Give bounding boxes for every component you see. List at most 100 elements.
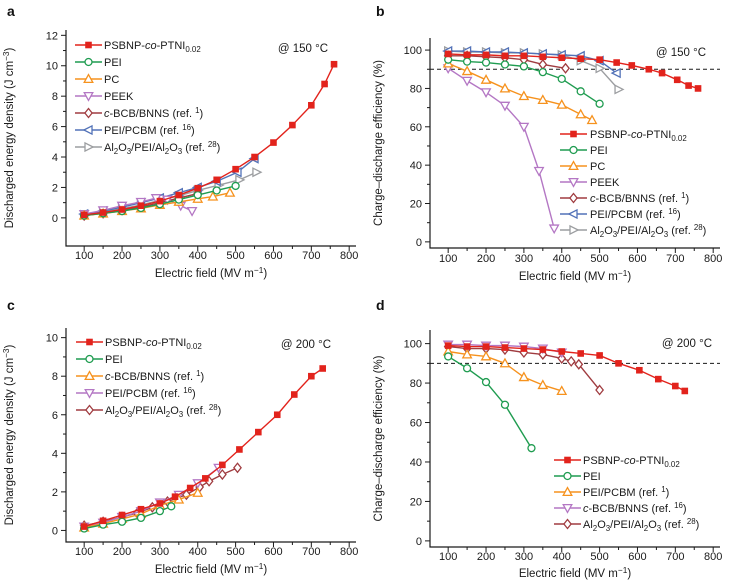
x-axis-title: Electric field (MV m−1) bbox=[519, 269, 631, 283]
svg-text:400: 400 bbox=[189, 546, 207, 558]
svg-text:6: 6 bbox=[52, 410, 58, 422]
svg-text:500: 500 bbox=[590, 253, 608, 265]
tick-marks bbox=[425, 49, 714, 253]
svg-text:2: 2 bbox=[52, 487, 58, 499]
svg-text:700: 700 bbox=[302, 250, 320, 262]
svg-text:200: 200 bbox=[113, 546, 131, 558]
svg-text:100: 100 bbox=[439, 253, 457, 265]
legend-label: PSBNP-co-PTNI0.02 bbox=[105, 337, 202, 351]
legend-label: PSBNP-co-PTNI0.02 bbox=[104, 40, 201, 54]
legend-label: PEEK bbox=[104, 91, 134, 103]
svg-text:500: 500 bbox=[226, 546, 244, 558]
svg-text:40: 40 bbox=[410, 160, 422, 172]
svg-text:10: 10 bbox=[46, 333, 58, 345]
svg-text:200: 200 bbox=[113, 250, 131, 262]
y-axis-title: Charge–discharge efficiency (%) bbox=[373, 60, 385, 226]
svg-text:0: 0 bbox=[416, 237, 422, 249]
legend-label: c-BCB/BNNS (ref. 1) bbox=[590, 191, 689, 205]
series-psbnp-co-ptni-0-02- bbox=[80, 365, 326, 530]
svg-text:100: 100 bbox=[439, 551, 457, 563]
legend-label: PSBNP-co-PTNI0.02 bbox=[590, 129, 687, 143]
tick-labels: 100 200 300 400 500 600 700 800 0 2 4 6 8 10 12 bbox=[46, 30, 359, 262]
series-psbnp-co-ptni-0-02- bbox=[444, 50, 702, 92]
tick-marks bbox=[61, 337, 350, 547]
legend-label: c-BCB/BNNS (ref. 16) bbox=[583, 501, 687, 515]
svg-text:300: 300 bbox=[151, 250, 169, 262]
svg-text:0: 0 bbox=[416, 536, 422, 548]
svg-text:600: 600 bbox=[628, 253, 646, 265]
temperature-annotation: @ 200 °C bbox=[662, 338, 712, 350]
legend-label: PC bbox=[104, 74, 119, 86]
svg-text:20: 20 bbox=[410, 496, 422, 508]
legend-label: PSBNP-co-PTNI0.02 bbox=[583, 455, 680, 469]
series-pc bbox=[442, 57, 598, 125]
svg-text:400: 400 bbox=[189, 250, 207, 262]
svg-text:700: 700 bbox=[302, 546, 320, 558]
tick-labels: 100 200 300 400 500 600 700 800 0 2 4 6 8 10 bbox=[46, 333, 359, 558]
panel-a-chart: 100 200 300 400 500 600 700 800 0 2 4 6 8 10 12 PSBNP-c… bbox=[2, 30, 359, 280]
legend-label: PEI/PCBM (ref. 16) bbox=[590, 207, 681, 221]
axes bbox=[65, 328, 356, 543]
legend-label: c-BCB/BNNS (ref. 1) bbox=[105, 369, 204, 383]
svg-text:2: 2 bbox=[52, 182, 58, 194]
legend-label: PEI/PCBM (ref. 16) bbox=[104, 123, 195, 137]
legend-label: PEI bbox=[583, 471, 601, 483]
panel-c-letter: c bbox=[7, 297, 15, 313]
svg-text:6: 6 bbox=[52, 122, 58, 134]
legend-label: Al2O3/PEI/Al2O3 (ref. 28) bbox=[583, 517, 699, 533]
svg-text:60: 60 bbox=[410, 122, 422, 134]
series-pei bbox=[80, 502, 176, 533]
svg-text:4: 4 bbox=[52, 152, 58, 164]
legend-label: Al2O3/PEI/Al2O3 (ref. 28) bbox=[105, 403, 221, 419]
svg-text:500: 500 bbox=[590, 551, 608, 563]
svg-text:300: 300 bbox=[515, 253, 533, 265]
panel-d-chart: 100 200 300 400 500 600 700 800 0 20 40 60 80 100 PSBN… bbox=[373, 330, 722, 580]
series-psbnp-co-ptni-0-02- bbox=[444, 342, 689, 395]
svg-text:4: 4 bbox=[52, 448, 58, 460]
temperature-annotation: @ 150 °C bbox=[656, 47, 706, 59]
svg-text:10: 10 bbox=[46, 61, 58, 73]
svg-text:600: 600 bbox=[628, 551, 646, 563]
y-axis-title: Discharged energy density (J cm−3) bbox=[2, 47, 16, 228]
svg-text:400: 400 bbox=[553, 551, 571, 563]
legend-label: PEI/PCBM (ref. 1) bbox=[583, 485, 669, 499]
axes bbox=[65, 30, 356, 247]
svg-text:200: 200 bbox=[477, 551, 495, 563]
legend-label: PEI bbox=[104, 57, 122, 69]
tick-marks bbox=[61, 34, 350, 251]
svg-text:100: 100 bbox=[404, 339, 422, 351]
legend: PSBNP-co-PTNI0.02 PEI PEI/PCBM (ref. 1) c-B… bbox=[554, 455, 699, 533]
legend-label: PEEK bbox=[590, 177, 620, 189]
tick-labels: 100 200 300 400 500 600 700 800 0 20 40 60 80 100 bbox=[404, 45, 723, 265]
svg-text:700: 700 bbox=[666, 551, 684, 563]
svg-text:800: 800 bbox=[704, 551, 722, 563]
legend-label: Al2O3/PEI/Al2O3 (ref. 28) bbox=[104, 140, 220, 156]
svg-text:0: 0 bbox=[52, 525, 58, 537]
series-psbnp-co-ptni-0-02- bbox=[80, 60, 338, 219]
svg-text:100: 100 bbox=[75, 546, 93, 558]
legend-label: Al2O3/PEI/Al2O3 (ref. 28) bbox=[590, 223, 706, 239]
legend-label: PEI bbox=[590, 145, 608, 157]
svg-text:500: 500 bbox=[226, 250, 244, 262]
legend-label: PC bbox=[590, 161, 605, 173]
svg-text:700: 700 bbox=[666, 253, 684, 265]
svg-text:400: 400 bbox=[553, 253, 571, 265]
svg-text:300: 300 bbox=[515, 551, 533, 563]
svg-text:600: 600 bbox=[264, 250, 282, 262]
legend-label: PEI/PCBM (ref. 16) bbox=[105, 386, 196, 400]
legend: PSBNP-co-PTNI0.02 PEI PC PEEK c-BCB/BNNS (re… bbox=[560, 129, 706, 239]
y-axis-title: Discharged energy density (J cm−3) bbox=[2, 344, 16, 525]
svg-text:300: 300 bbox=[151, 546, 169, 558]
svg-text:100: 100 bbox=[75, 250, 93, 262]
x-axis-title: Electric field (MV m−1) bbox=[155, 562, 267, 576]
svg-text:40: 40 bbox=[410, 457, 422, 469]
tick-marks bbox=[425, 343, 714, 552]
svg-text:0: 0 bbox=[52, 213, 58, 225]
panel-b-letter: b bbox=[376, 3, 385, 19]
legend-label: PEI bbox=[105, 354, 123, 366]
svg-text:60: 60 bbox=[410, 418, 422, 430]
series-pei bbox=[444, 352, 536, 453]
svg-text:8: 8 bbox=[52, 371, 58, 383]
temperature-annotation: @ 150 °C bbox=[278, 43, 328, 55]
